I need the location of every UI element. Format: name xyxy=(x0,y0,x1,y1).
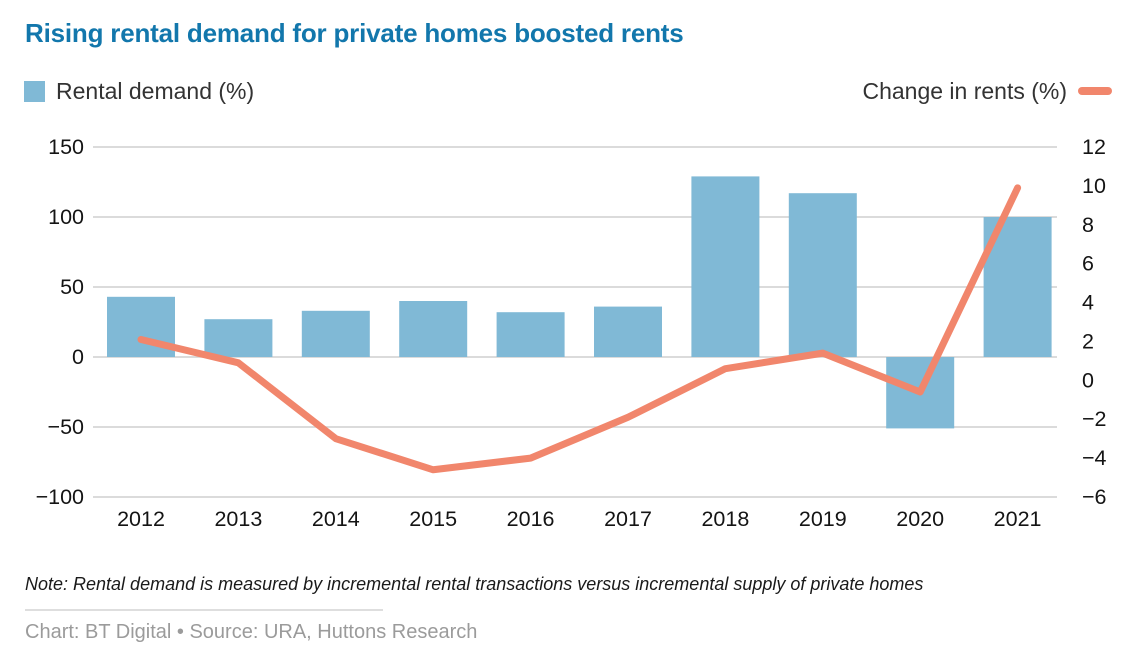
bar-2017 xyxy=(594,306,662,357)
x-axis-label-2020: 2020 xyxy=(896,507,944,531)
right-axis-label-0: 0 xyxy=(1082,368,1094,392)
x-axis-label-2017: 2017 xyxy=(604,507,652,531)
line-legend-swatch-icon xyxy=(1078,87,1112,95)
combo-chart-plot: 150 100 50 0 −50 −100 12 10 8 6 4 2 0 −2 −4 −6 2012 2013 2… xyxy=(36,135,1107,531)
legend-item-change-in-rents: Change in rents (%) xyxy=(862,78,1112,105)
x-axis-label-2016: 2016 xyxy=(507,507,555,531)
right-axis-label-2: 2 xyxy=(1082,329,1094,353)
chart-note: Note: Rental demand is measured by incre… xyxy=(25,574,924,594)
bar-legend-swatch-icon xyxy=(24,80,45,102)
right-axis-label-10: 10 xyxy=(1082,174,1106,198)
x-axis-label-2019: 2019 xyxy=(799,507,847,531)
left-axis-label--100: −100 xyxy=(36,485,84,509)
bar-2016 xyxy=(496,312,565,357)
right-axis-label--4: −4 xyxy=(1082,446,1107,470)
bar-2014 xyxy=(301,310,370,357)
x-axis-label-2021: 2021 xyxy=(994,507,1042,531)
right-axis-label-6: 6 xyxy=(1082,252,1094,276)
left-axis-label-0: 0 xyxy=(72,345,84,369)
right-axis-label--6: −6 xyxy=(1082,485,1107,509)
left-axis-label-50: 50 xyxy=(60,275,84,299)
legend: Rental demand (%) Change in rents (%) xyxy=(24,78,1112,104)
chart-title: Rising rental demand for private homes b… xyxy=(25,18,684,48)
legend-bars-label: Rental demand (%) xyxy=(56,77,255,104)
bar-2013 xyxy=(204,319,273,357)
bar-2015 xyxy=(399,301,468,357)
legend-line-label: Change in rents (%) xyxy=(862,77,1067,104)
right-axis-label-4: 4 xyxy=(1082,291,1094,315)
left-axis-label--50: −50 xyxy=(48,415,85,439)
left-axis-label-150: 150 xyxy=(48,135,84,159)
footer-divider xyxy=(25,609,383,611)
rents-line xyxy=(137,184,1022,474)
x-axis-label-2014: 2014 xyxy=(312,507,360,531)
right-axis-label-8: 8 xyxy=(1082,213,1094,237)
right-axis-label--2: −2 xyxy=(1082,407,1107,431)
legend-item-rental-demand: Rental demand (%) xyxy=(24,78,254,105)
bar-2018 xyxy=(691,176,760,357)
right-axis-label-12: 12 xyxy=(1082,135,1106,159)
chart-credit: Chart: BT Digital • Source: URA, Huttons… xyxy=(25,621,478,643)
x-axis-label-2013: 2013 xyxy=(214,507,262,531)
x-axis-label-2018: 2018 xyxy=(701,507,749,531)
x-axis-label-2012: 2012 xyxy=(117,507,165,531)
left-axis-label-100: 100 xyxy=(48,205,84,229)
x-axis-label-2015: 2015 xyxy=(409,507,457,531)
bar-2019 xyxy=(788,193,857,357)
